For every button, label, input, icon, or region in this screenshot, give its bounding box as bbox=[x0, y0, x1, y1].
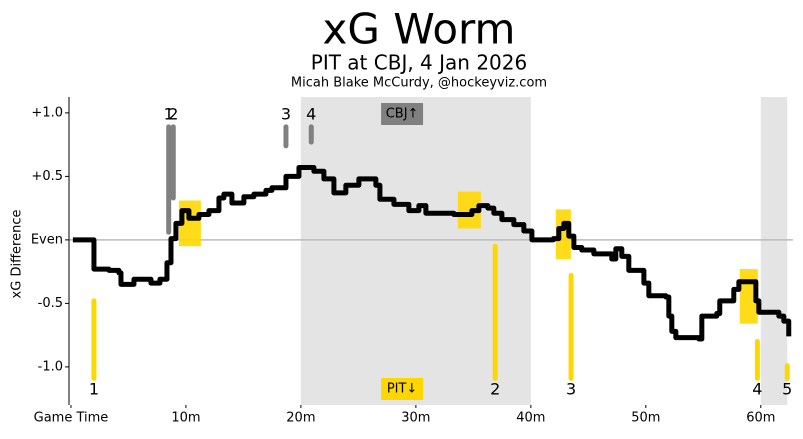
goal-label: 1 bbox=[164, 105, 174, 124]
y-tick-label: Even bbox=[31, 232, 63, 247]
goal-label: 3 bbox=[281, 105, 291, 124]
goal-label: 1 bbox=[89, 380, 99, 399]
worm-line bbox=[72, 164, 792, 342]
y-tick-label: -0.5 bbox=[38, 296, 63, 311]
tag-label: CBJ↑ bbox=[386, 107, 419, 122]
goal-label: 4 bbox=[752, 380, 762, 399]
tag-box bbox=[381, 378, 424, 400]
goal-label: 5 bbox=[782, 380, 792, 399]
shaded-span bbox=[300, 97, 531, 405]
x-tick-label: 40m bbox=[516, 411, 545, 426]
x-tick-label: Game Time bbox=[34, 411, 109, 426]
y-tick-label: +0.5 bbox=[31, 169, 63, 184]
goal-label: 4 bbox=[306, 105, 316, 124]
highlight bbox=[457, 191, 481, 229]
goal-label: 3 bbox=[566, 380, 576, 399]
x-tick-label: 60m bbox=[746, 411, 775, 426]
goal-label: 2 bbox=[490, 380, 500, 399]
goal-label: 2 bbox=[168, 105, 178, 124]
x-tick-label: 10m bbox=[171, 411, 200, 426]
tag-box bbox=[381, 103, 424, 125]
tag-label: PIT↓ bbox=[387, 382, 418, 397]
chart-title: xG Worm bbox=[323, 5, 516, 54]
x-tick-label: 30m bbox=[401, 411, 430, 426]
y-tick-label: +1.0 bbox=[31, 105, 63, 120]
credit: Micah Blake McCurdy, @hockeyviz.com bbox=[291, 76, 547, 91]
shaded-span bbox=[760, 97, 788, 405]
chart-subtitle: PIT at CBJ, 4 Jan 2026 bbox=[311, 51, 527, 75]
x-tick-label: 50m bbox=[631, 411, 660, 426]
y-tick-label: -1.0 bbox=[38, 359, 63, 374]
y-axis-label: xG Difference bbox=[10, 210, 25, 299]
x-tick-label: 20m bbox=[286, 411, 315, 426]
